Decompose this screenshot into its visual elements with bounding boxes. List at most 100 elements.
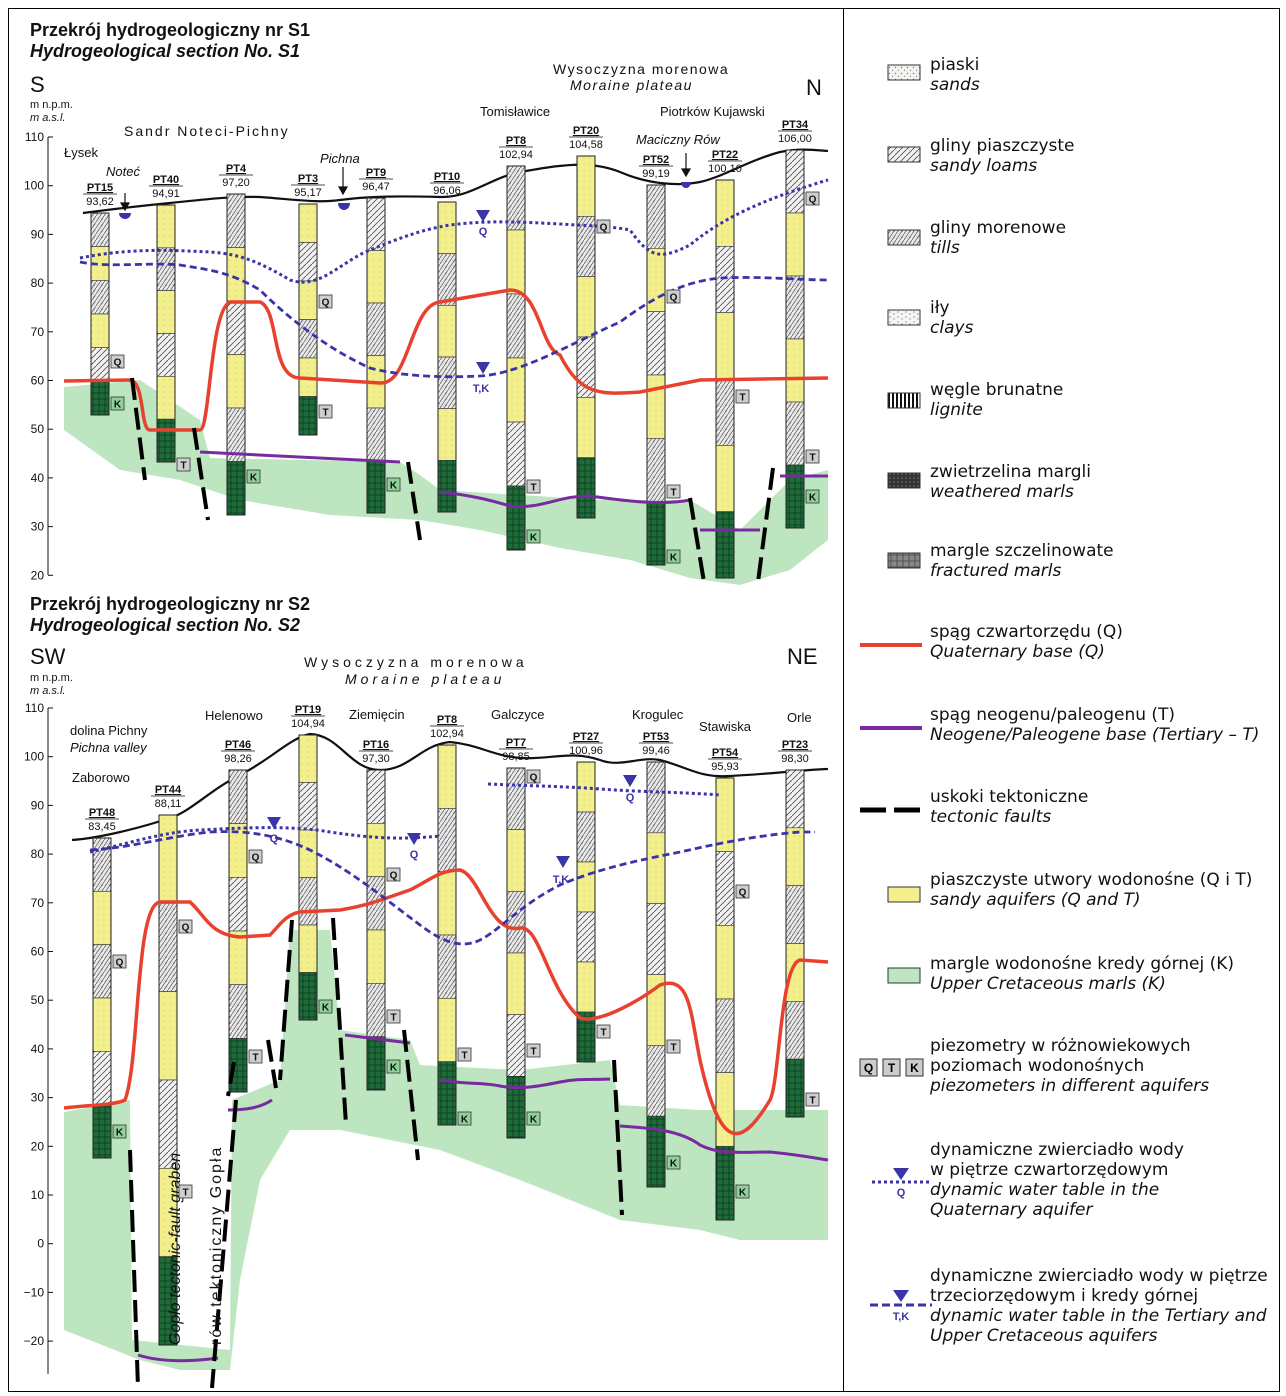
svg-text:T: T	[670, 1043, 676, 1054]
s2-piezometer: Q	[179, 920, 192, 934]
s2-well-elev: 99,46	[642, 745, 670, 757]
s2-piezometer: T	[527, 1044, 540, 1058]
svg-text:K: K	[809, 493, 817, 504]
s2-piezometer: T	[387, 1010, 400, 1024]
s2-dir-right: NE	[787, 644, 818, 669]
legend-k-text: K	[910, 1061, 919, 1075]
s2-well-2	[229, 770, 247, 1092]
s1-dir-right: N	[806, 75, 822, 100]
s2-well-name: PT53	[643, 731, 669, 743]
fractured-marl-pattern-icon	[888, 553, 920, 568]
legend-item-tills: gliny morenowe tills	[930, 218, 1066, 258]
svg-text:K: K	[322, 1003, 330, 1014]
s2-piezometer: T	[667, 1040, 680, 1054]
legend-faults-pl: uskoki tektoniczne	[930, 787, 1088, 807]
s2-well-name: PT46	[225, 739, 251, 751]
svg-text:T: T	[530, 483, 536, 494]
weathered-marl-pattern-icon	[888, 473, 920, 488]
yellow-box-icon	[888, 887, 920, 902]
svg-text:T: T	[670, 488, 676, 499]
s1-maciczny-river	[681, 182, 691, 188]
legend-item-sands: piaski sands	[930, 55, 980, 95]
legend-sands-pl: piaski	[930, 55, 980, 75]
legend-clays-en: clays	[930, 318, 973, 338]
legend-item-tertiary-base: spąg neogenu/paleogenu (T) Neogene/Paleog…	[930, 705, 1259, 745]
s2-y-tick-label: 60	[31, 945, 45, 959]
s2-y-tick-label: 80	[31, 847, 45, 861]
dashed-blue-line-icon: T,K	[870, 1290, 932, 1323]
legend-tbase-en: Neogene/Paleogene base (Tertiary – T)	[930, 725, 1259, 745]
legend-sands-en: sands	[930, 75, 980, 95]
svg-text:T: T	[252, 1053, 258, 1064]
s1-place-lysek: Łysek	[64, 145, 98, 160]
s1-well-name: PT10	[434, 171, 460, 183]
legend-qbase-en: Quaternary base (Q)	[930, 642, 1123, 662]
s2-well-name: PT8	[437, 714, 457, 726]
s2-place-helenowo: Helenowo	[205, 708, 263, 723]
s2-water-label-q-1: Q	[270, 833, 279, 845]
legend-wttk-pl: dynamiczne zwierciadło wody w piętrze tr…	[930, 1266, 1280, 1306]
s2-piezometer: T	[179, 1185, 192, 1199]
legend-kmarl-en: Upper Cretaceous marls (K)	[930, 974, 1234, 994]
s2-well-elev: 97,30	[362, 753, 390, 765]
svg-text:T: T	[809, 1096, 815, 1107]
s1-place-notec: Noteć	[106, 164, 140, 179]
legend-item-lignite: węgle brunatne lignite	[930, 380, 1063, 420]
s1-well-2	[227, 194, 245, 515]
legend-q-marker-text: Q	[897, 1187, 906, 1199]
s2-piezometer: Q	[249, 850, 262, 864]
s1-well-name: PT22	[712, 149, 738, 161]
svg-text:K: K	[250, 473, 258, 484]
s2-piezometer: K	[527, 1112, 540, 1126]
s1-y-tick-label: 60	[31, 374, 45, 388]
s1-y-tick-label: 70	[31, 325, 45, 339]
s1-arrows	[121, 153, 690, 210]
s2-well-elev: 100,96	[569, 745, 603, 757]
lignite-pattern-icon	[888, 393, 920, 408]
s2-piezometer: T	[249, 1050, 262, 1064]
legend-faults-en: tectonic faults	[930, 807, 1088, 827]
legend-wmarl-en: weathered marls	[930, 482, 1091, 502]
s1-well-name: PT34	[782, 119, 809, 131]
s1-piezometer: T	[736, 390, 749, 404]
s2-place-ziemiecin: Ziemięcin	[349, 707, 405, 722]
s1-y-tick-label: 40	[31, 471, 45, 485]
s1-region2-pl: Wysoczyzna morenowa	[553, 61, 729, 77]
s2-well-name: PT23	[782, 739, 808, 751]
s2-piezometer: Q	[527, 770, 540, 784]
s2-y-tick-label: 0	[37, 1237, 44, 1251]
svg-text:K: K	[116, 1128, 124, 1139]
s2-well-0	[93, 838, 111, 1158]
s2-well-5	[438, 745, 456, 1125]
piezometer-boxes-icon: Q T K	[860, 1059, 923, 1076]
clay-pattern-icon	[888, 310, 920, 325]
s2-unit-pl: m n.p.m.	[30, 672, 73, 684]
sandy-loam-pattern-icon	[888, 147, 920, 162]
svg-text:K: K	[739, 1188, 747, 1199]
s2-well-elev: 104,94	[291, 718, 325, 730]
s1-place-maciczny: Maciczny Rów	[636, 132, 721, 147]
svg-text:Q: Q	[116, 958, 124, 969]
s1-well-elev: 93,62	[86, 196, 114, 208]
s2-piezometer: Q	[387, 868, 400, 882]
svg-text:T: T	[180, 461, 186, 472]
s2-well-elev: 98,30	[781, 753, 809, 765]
s2-piezometer: K	[667, 1156, 680, 1170]
s1-piezometer: Q	[597, 220, 610, 234]
s1-unit-pl: m n.p.m.	[30, 99, 73, 111]
s2-water-label-q-2: Q	[410, 849, 419, 861]
s2-well-name: PT44	[155, 784, 182, 796]
legend-saq-pl: piaszczyste utwory wodonośne (Q i T)	[930, 870, 1252, 890]
s1-piezometer: T	[667, 485, 680, 499]
s1-notec-river	[119, 213, 131, 219]
s1-well-5	[438, 202, 456, 512]
legend-item-piezometers: piezometry w różnowiekowych poziomach wo…	[930, 1036, 1220, 1096]
svg-text:K: K	[670, 553, 678, 564]
s1-water-label-tk: T,K	[473, 383, 490, 395]
s1-y-tick-label: 50	[31, 422, 45, 436]
s1-place-piotrkow: Piotrków Kujawski	[660, 104, 765, 119]
s2-water-label-q-3: Q	[626, 792, 635, 804]
svg-text:T: T	[530, 1047, 536, 1058]
s2-well-name: PT48	[89, 807, 115, 819]
s2-well-name: PT7	[506, 737, 526, 749]
